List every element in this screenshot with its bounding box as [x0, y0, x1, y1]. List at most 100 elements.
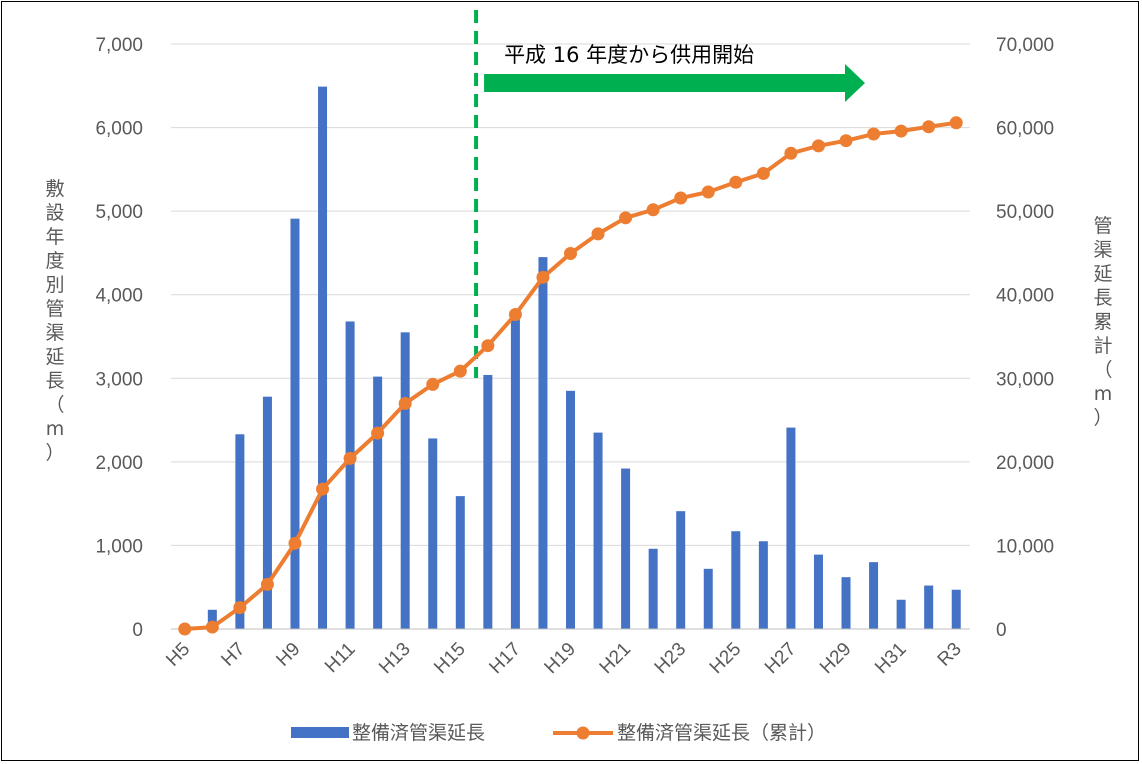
x-tick-label: R3	[934, 639, 966, 671]
left-axis-tick-label: 1,000	[95, 536, 143, 557]
left-axis-label-char: （	[45, 394, 64, 416]
left-axis-label-char: 設	[45, 202, 64, 224]
cumulative-point	[316, 482, 330, 496]
x-tick-label: H27	[761, 639, 800, 678]
left-axis-label-char: 長	[45, 370, 64, 392]
x-tick-label: H13	[375, 639, 414, 678]
cumulative-point	[178, 622, 192, 636]
bar	[758, 541, 768, 629]
cumulative-point	[811, 139, 825, 153]
right-axis-tick-label: 40,000	[996, 286, 1054, 307]
bar	[951, 589, 961, 629]
bar	[290, 218, 300, 629]
cumulative-point	[729, 175, 743, 189]
bar	[510, 317, 520, 629]
x-tick-label: H17	[485, 639, 524, 678]
bar	[318, 86, 328, 629]
left-axis-label-char: 度	[45, 250, 64, 272]
bar	[566, 390, 575, 629]
start-annotation-text: 平成 16 年度から供用開始	[504, 43, 754, 67]
bar	[924, 585, 934, 629]
cumulative-point	[867, 127, 881, 141]
cumulative-point	[591, 227, 605, 241]
cumulative-point	[564, 247, 577, 261]
x-tick-label: H25	[706, 639, 745, 678]
x-tick-label: H11	[321, 639, 360, 678]
cumulative-point	[536, 270, 550, 284]
legend-swatch-bar	[291, 727, 349, 738]
x-tick-label: H21	[596, 639, 635, 678]
left-axis-label-char: 延	[45, 346, 64, 368]
right-axis-tick-label: 20,000	[996, 453, 1054, 474]
left-axis-label-char: 渠	[45, 322, 64, 344]
left-axis-tick-label: 4,000	[95, 286, 143, 307]
bar	[400, 332, 410, 629]
right-axis-label-char: 長	[1093, 287, 1112, 309]
bar	[813, 554, 823, 629]
left-axis-label-char: 年	[45, 226, 64, 248]
left-axis-tick-label: 2,000	[95, 453, 143, 474]
bar	[373, 376, 383, 629]
start-arrow-shaft	[484, 74, 845, 92]
left-axis-tick-label: 5,000	[95, 202, 143, 223]
cumulative-point	[619, 211, 633, 225]
bar	[345, 321, 355, 629]
cumulative-point	[894, 124, 908, 138]
cumulative-point	[756, 166, 770, 180]
cumulative-point	[371, 426, 385, 440]
legend-swatch-marker	[576, 726, 590, 740]
left-axis-tick-label: 6,000	[95, 119, 143, 140]
x-tick-label: H31	[871, 639, 910, 678]
right-axis-label-char: （	[1093, 359, 1112, 381]
bar	[786, 427, 796, 629]
x-tick-label: H29	[816, 639, 855, 678]
bar	[676, 511, 686, 629]
bar	[621, 468, 631, 629]
right-axis-label-char: 延	[1093, 263, 1112, 285]
cumulative-point	[288, 536, 302, 550]
cumulative-point	[839, 134, 853, 148]
cumulative-point	[398, 396, 412, 410]
left-axis-tick-label: 0	[132, 620, 143, 641]
right-axis-label-char: 管	[1093, 215, 1112, 237]
x-tick-label: H15	[430, 639, 469, 678]
right-axis-label-char: 累	[1093, 311, 1112, 333]
bar	[483, 374, 493, 629]
bar	[207, 609, 217, 629]
bar	[455, 496, 465, 629]
bar	[731, 531, 741, 629]
left-axis-tick-label: 3,000	[95, 369, 143, 390]
cumulative-point	[949, 116, 963, 130]
cumulative-point	[508, 308, 522, 322]
cumulative-point	[233, 601, 247, 615]
right-axis-tick-label: 60,000	[996, 119, 1054, 140]
x-tick-label: H23	[651, 639, 690, 678]
x-tick-label: H5	[162, 639, 194, 671]
right-axis-tick-label: 30,000	[996, 369, 1054, 390]
left-axis-label-char: 別	[45, 274, 64, 296]
bar	[703, 568, 713, 629]
x-tick-label: H9	[272, 639, 304, 671]
left-axis-label-char: 管	[45, 298, 64, 320]
right-axis-label-char: 計	[1093, 335, 1112, 357]
bar	[593, 432, 603, 629]
right-axis-label-char: ）	[1093, 407, 1112, 429]
x-tick-label: H19	[541, 639, 580, 678]
right-axis-tick-label: 50,000	[996, 202, 1054, 223]
right-axis-label-char: 渠	[1093, 239, 1112, 261]
left-axis-label-char: m	[46, 418, 65, 440]
cumulative-point	[426, 377, 440, 391]
x-tick-label: H7	[217, 639, 249, 671]
cumulative-point	[922, 120, 936, 134]
right-axis-label-char: m	[1094, 383, 1113, 405]
right-axis-tick-label: 0	[996, 620, 1007, 641]
bar	[841, 577, 851, 629]
bar	[648, 548, 658, 629]
bar	[896, 599, 906, 629]
cumulative-point	[481, 339, 495, 353]
cumulative-point	[260, 577, 274, 591]
bar	[235, 434, 245, 629]
bar	[869, 562, 879, 629]
start-arrow-head	[845, 64, 865, 102]
